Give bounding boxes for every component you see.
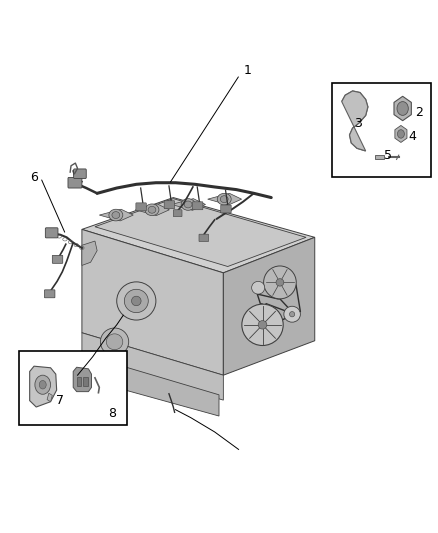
- Text: 6: 6: [30, 171, 38, 184]
- Ellipse shape: [290, 312, 295, 317]
- Polygon shape: [99, 209, 133, 221]
- Ellipse shape: [184, 201, 192, 208]
- Ellipse shape: [100, 328, 129, 356]
- Ellipse shape: [284, 306, 300, 322]
- FancyBboxPatch shape: [173, 210, 182, 216]
- Polygon shape: [208, 193, 242, 205]
- Polygon shape: [342, 91, 368, 151]
- Polygon shape: [394, 96, 411, 120]
- Polygon shape: [82, 241, 97, 265]
- Polygon shape: [82, 333, 223, 400]
- Polygon shape: [395, 125, 407, 142]
- FancyBboxPatch shape: [192, 202, 203, 210]
- FancyBboxPatch shape: [46, 228, 58, 238]
- Ellipse shape: [148, 206, 156, 213]
- Text: 5: 5: [384, 149, 392, 161]
- Bar: [19, 351, 127, 424]
- Ellipse shape: [106, 334, 123, 350]
- FancyBboxPatch shape: [199, 234, 208, 241]
- Ellipse shape: [109, 209, 123, 221]
- Ellipse shape: [112, 212, 120, 219]
- Ellipse shape: [252, 281, 265, 294]
- FancyBboxPatch shape: [136, 203, 146, 211]
- Bar: [332, 83, 431, 177]
- FancyBboxPatch shape: [221, 205, 231, 213]
- Ellipse shape: [276, 279, 284, 286]
- Polygon shape: [91, 357, 219, 416]
- FancyBboxPatch shape: [164, 201, 175, 209]
- Ellipse shape: [124, 289, 148, 313]
- Ellipse shape: [242, 304, 283, 345]
- FancyBboxPatch shape: [74, 169, 86, 179]
- Text: 4: 4: [409, 130, 417, 143]
- Circle shape: [35, 375, 50, 394]
- Ellipse shape: [131, 296, 141, 306]
- Ellipse shape: [145, 204, 159, 216]
- Polygon shape: [82, 198, 315, 273]
- Bar: [83, 377, 88, 386]
- Ellipse shape: [217, 193, 231, 205]
- Text: 3: 3: [354, 117, 362, 130]
- Polygon shape: [135, 204, 170, 216]
- Ellipse shape: [181, 199, 195, 211]
- Text: 1: 1: [244, 64, 251, 77]
- Text: 8: 8: [108, 407, 117, 421]
- FancyBboxPatch shape: [52, 255, 63, 263]
- Polygon shape: [375, 155, 385, 159]
- Ellipse shape: [264, 266, 296, 299]
- Polygon shape: [47, 393, 52, 402]
- Polygon shape: [73, 367, 92, 392]
- Circle shape: [397, 130, 404, 138]
- Polygon shape: [95, 199, 306, 266]
- Text: 2: 2: [415, 106, 423, 119]
- Ellipse shape: [117, 282, 156, 320]
- Polygon shape: [30, 366, 57, 407]
- Polygon shape: [82, 229, 223, 375]
- Circle shape: [397, 102, 408, 115]
- Ellipse shape: [220, 196, 228, 203]
- Polygon shape: [172, 199, 205, 211]
- Bar: [77, 377, 81, 386]
- FancyBboxPatch shape: [45, 290, 55, 298]
- FancyBboxPatch shape: [68, 177, 82, 188]
- Polygon shape: [223, 237, 315, 375]
- Ellipse shape: [258, 320, 267, 329]
- Circle shape: [39, 381, 46, 389]
- Text: 7: 7: [56, 393, 64, 407]
